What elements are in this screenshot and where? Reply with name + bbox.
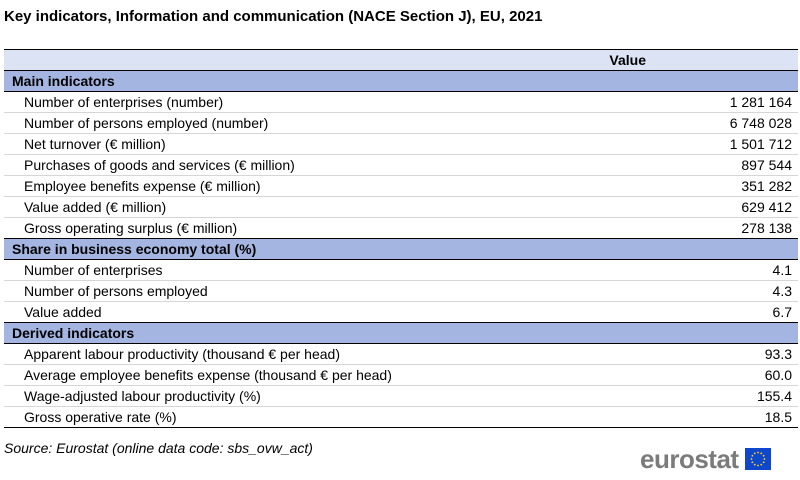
eurostat-logo: eurostat — [640, 446, 771, 472]
indicator-value: 1 501 712 — [538, 133, 798, 155]
table-header-label-cell — [4, 49, 539, 71]
section-header-row: Share in business economy total (%) — [4, 238, 798, 260]
indicator-label: Employee benefits expense (€ million) — [4, 175, 539, 197]
table-row: Number of enterprises (number) 1 281 164 — [4, 91, 798, 113]
indicator-value: 6 748 028 — [538, 112, 798, 134]
key-indicators-table: Value Main indicators Number of enterpris… — [4, 49, 798, 428]
section-header: Derived indicators — [4, 322, 798, 344]
flag-star — [762, 454, 765, 457]
flag-star — [751, 461, 753, 464]
indicator-label: Number of persons employed — [4, 280, 539, 302]
indicator-label: Number of persons employed (number) — [4, 112, 539, 134]
table-row: Number of persons employed 4.3 — [4, 280, 798, 302]
indicator-value: 93.3 — [538, 343, 798, 365]
indicator-label: Net turnover (€ million) — [4, 133, 539, 155]
table-row: Apparent labour productivity (thousand €… — [4, 343, 798, 365]
indicator-label: Value added (€ million) — [4, 196, 539, 218]
section-header-row: Derived indicators — [4, 322, 798, 344]
section-header: Main indicators — [4, 70, 798, 92]
flag-star — [750, 458, 752, 460]
flag-star — [751, 454, 753, 457]
indicator-value: 6.7 — [538, 301, 798, 323]
indicator-value: 1 281 164 — [538, 91, 798, 113]
indicator-value: 629 412 — [538, 196, 798, 218]
flag-star — [763, 458, 765, 460]
table-row: Employee benefits expense (€ million) 351… — [4, 175, 798, 197]
indicator-label: Average employee benefits expense (thous… — [4, 364, 539, 386]
flag-star — [753, 452, 756, 455]
table-row: Number of persons employed (number) 6 748… — [4, 112, 798, 134]
indicator-label: Gross operative rate (%) — [4, 406, 539, 428]
table-header-row: Value — [4, 49, 798, 71]
flag-star — [756, 464, 759, 467]
table-row: Average employee benefits expense (thous… — [4, 364, 798, 386]
table-row: Value added (€ million) 629 412 — [4, 196, 798, 218]
table-row: Wage-adjusted labour productivity (%) 155… — [4, 385, 798, 407]
indicator-label: Value added — [4, 301, 539, 323]
indicator-value: 4.3 — [538, 280, 798, 302]
indicator-value: 60.0 — [538, 364, 798, 386]
indicator-value: 897 544 — [538, 154, 798, 176]
flag-star — [759, 463, 762, 466]
eu-flag-icon — [744, 448, 771, 470]
indicator-label: Number of enterprises (number) — [4, 91, 539, 113]
indicator-value: 351 282 — [538, 175, 798, 197]
indicator-label: Wage-adjusted labour productivity (%) — [4, 385, 539, 407]
table-row: Number of enterprises 4.1 — [4, 259, 798, 281]
indicator-label: Apparent labour productivity (thousand €… — [4, 343, 539, 365]
section-header: Share in business economy total (%) — [4, 238, 798, 260]
logo-wordmark: eurostat — [640, 444, 739, 474]
table-row: Gross operating surplus (€ million) 278 1… — [4, 217, 798, 239]
flag-star — [762, 461, 765, 464]
page-title: Key indicators, Information and communic… — [4, 8, 543, 25]
section-header-row: Main indicators — [4, 70, 798, 92]
indicator-label: Purchases of goods and services (€ milli… — [4, 154, 539, 176]
indicator-label: Number of enterprises — [4, 259, 539, 281]
flag-star — [759, 452, 762, 455]
indicator-value: 4.1 — [538, 259, 798, 281]
indicator-value: 278 138 — [538, 217, 798, 239]
indicator-value: 18.5 — [538, 406, 798, 428]
table-row: Purchases of goods and services (€ milli… — [4, 154, 798, 176]
table-row: Net turnover (€ million) 1 501 712 — [4, 133, 798, 155]
indicator-value: 155.4 — [538, 385, 798, 407]
source-note: Source: Eurostat (online data code: sbs_… — [4, 440, 313, 456]
table-row: Gross operative rate (%) 18.5 — [4, 406, 798, 428]
indicator-label: Gross operating surplus (€ million) — [4, 217, 539, 239]
table-header-value: Value — [538, 49, 798, 71]
flag-star — [753, 463, 756, 466]
table-row: Value added 6.7 — [4, 301, 798, 323]
flag-star — [756, 451, 759, 454]
